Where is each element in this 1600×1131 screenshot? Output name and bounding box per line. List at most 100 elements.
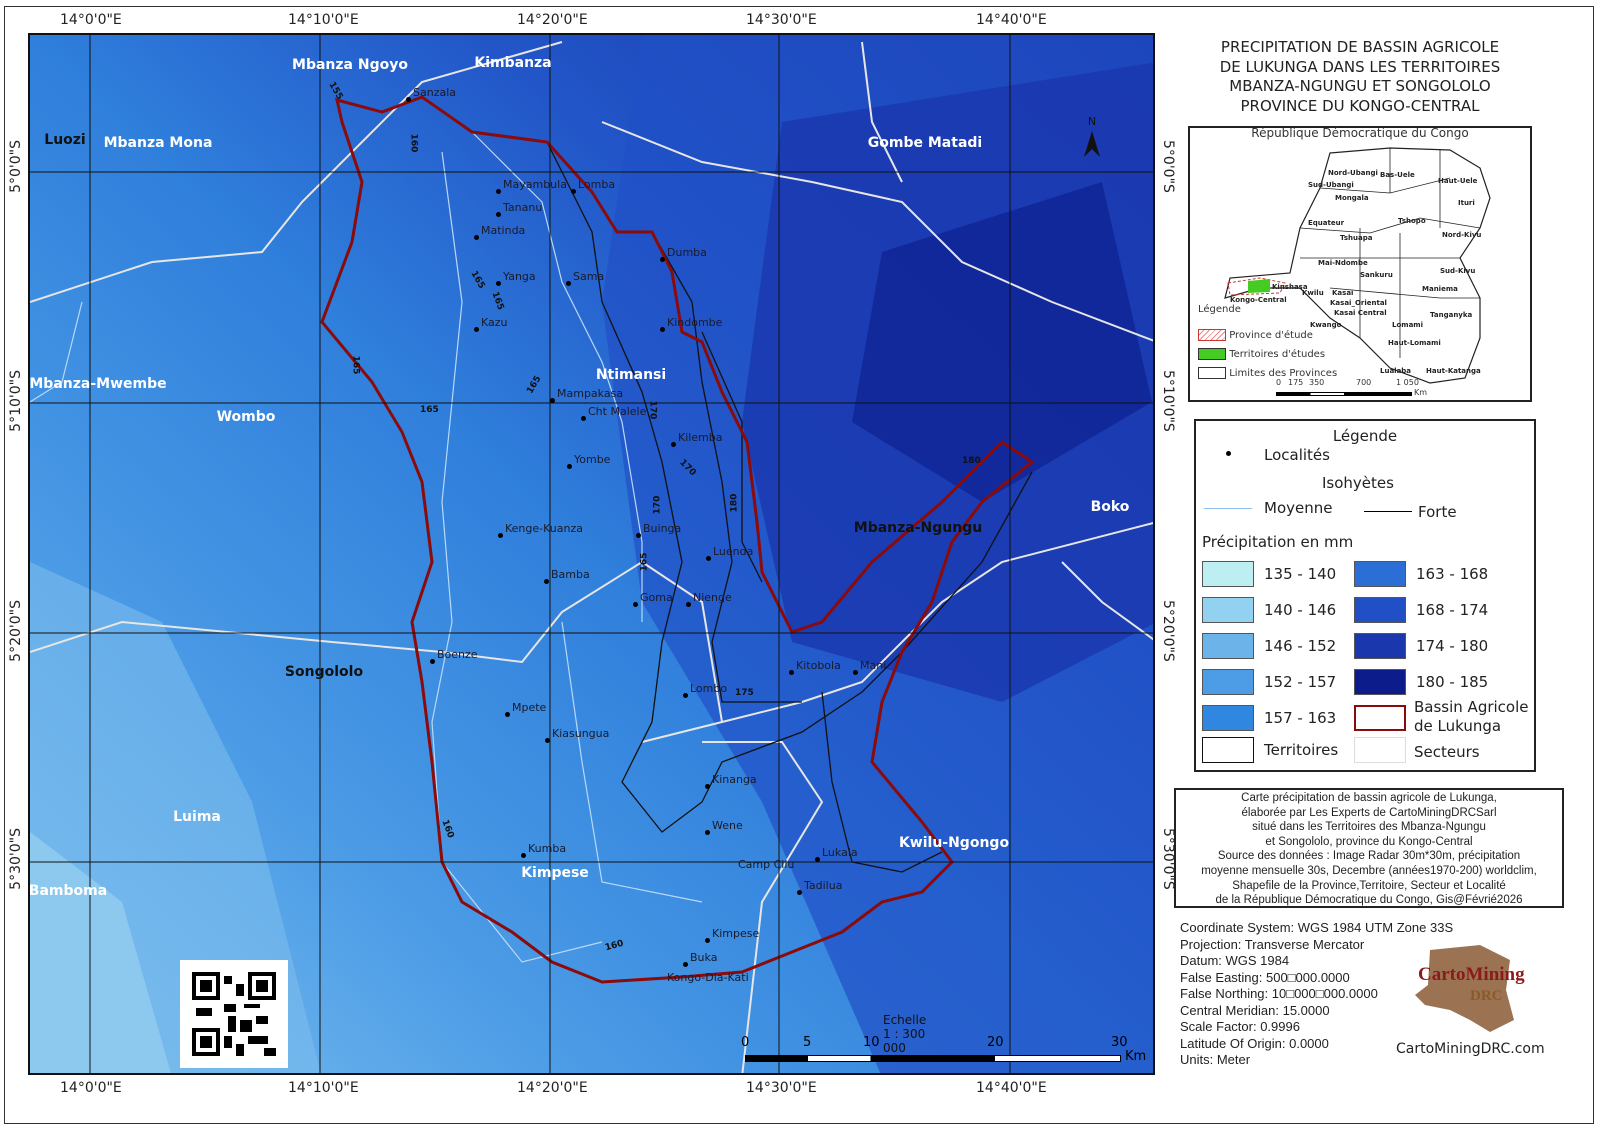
province-label: Nord-Ubangi: [1328, 169, 1378, 177]
lon-label-bottom: 14°40'0"E: [976, 1080, 1047, 1096]
logo-text: DRC: [1470, 988, 1503, 1004]
map-credit: Carte précipitation de bassin agricole d…: [1174, 788, 1564, 908]
precipitation-map[interactable]: Mbanza Ngoyo Kimbanza Luozi Mbanza Mona …: [28, 33, 1155, 1075]
locality[interactable]: Kumba: [521, 842, 567, 858]
locality[interactable]: Yombe: [567, 453, 611, 469]
locality-label: Kitobola: [796, 659, 841, 672]
inset-scale-tick: 1 050: [1396, 378, 1419, 387]
legend-secteurs: Secteurs: [1414, 743, 1480, 761]
scale-tick: 20: [987, 1035, 1004, 1050]
legend-moyenne: Moyenne: [1264, 499, 1333, 517]
locality-dot: [706, 556, 711, 561]
inset-legend: Province d'étude Territoires d'études Li…: [1198, 326, 1337, 383]
cartomining-logo[interactable]: CartoMining DRC: [1410, 940, 1525, 1035]
locality[interactable]: Mani: [853, 659, 886, 675]
lat-label-right: 5°20'0"S: [1160, 600, 1176, 662]
locality-dot: [567, 464, 572, 469]
isohyet-label: 180: [962, 456, 981, 466]
website-link[interactable]: CartoMiningDRC.com: [1396, 1041, 1545, 1057]
projection-line: False Northing: 10□000□000.0000: [1180, 986, 1378, 1001]
locality[interactable]: Kazu: [474, 316, 508, 332]
locality-label: Dumba: [667, 246, 707, 259]
lat-label-right: 5°30'0"S: [1160, 828, 1176, 890]
locality[interactable]: Kiasungua: [545, 727, 609, 743]
locality[interactable]: Mayambula: [496, 178, 567, 194]
locality-dot: [705, 938, 710, 943]
locality-dot: [705, 784, 710, 789]
locality[interactable]: Matinda: [474, 224, 526, 240]
drc-map-logo-icon: [1415, 945, 1514, 1032]
locality[interactable]: Mpete: [505, 701, 546, 717]
locality[interactable]: Kitobola: [789, 659, 841, 675]
projection-line: False Easting: 500□000.0000: [1180, 969, 1350, 985]
territory-label: Mbanza Mona: [103, 135, 213, 151]
territory-label: Ntimansi: [595, 367, 667, 383]
precip-class-swatch: [1354, 633, 1406, 659]
locality[interactable]: Dumba: [660, 246, 707, 262]
locality[interactable]: Sama: [566, 270, 604, 286]
locality-label: Kumba: [528, 842, 567, 855]
inset-map-drc[interactable]: République Démocratique du Congo Nord-Ub…: [1188, 126, 1532, 402]
lon-label-bottom: 14°10'0"E: [288, 1080, 359, 1096]
locality-label: Lomba: [578, 178, 616, 191]
locality-label: Kilemba: [678, 431, 723, 444]
credit-line: situé dans les Territoires des Mbanza-Ng…: [1252, 821, 1486, 834]
locality[interactable]: Mampakasa: [550, 387, 623, 403]
locality[interactable]: Lomba: [571, 178, 616, 194]
projection-line: Projection: Transverse Mercator: [1180, 936, 1365, 952]
locality[interactable]: Lombo: [683, 682, 727, 698]
legend-bassin: Bassin Agricole de Lukunga: [1414, 698, 1529, 735]
locality[interactable]: Boenze: [430, 648, 478, 664]
precip-class-label: 157 - 163: [1264, 709, 1337, 727]
locality[interactable]: Luenda: [706, 545, 753, 561]
bassin-lukunga-boundary[interactable]: [320, 95, 1035, 984]
locality[interactable]: Tadilua: [797, 879, 842, 895]
locality[interactable]: Kilemba: [671, 431, 723, 447]
precip-class-label: 146 - 152: [1264, 637, 1337, 655]
locality-label: Matinda: [481, 224, 526, 237]
locality[interactable]: Sanzala: [406, 86, 456, 102]
locality[interactable]: Yanga: [496, 270, 536, 286]
locality-dot: [505, 712, 510, 717]
locality[interactable]: Kinanga: [705, 773, 757, 789]
locality[interactable]: Camp Cilu: [738, 858, 794, 871]
locality[interactable]: Tananu: [496, 201, 542, 217]
territory-label: Mbanza Ngoyo: [292, 57, 408, 73]
locality[interactable]: Wene: [705, 819, 743, 835]
locality[interactable]: Kongo-Dia-Kati: [667, 971, 749, 984]
projection-line: Datum: WGS 1984: [1180, 953, 1290, 968]
locality[interactable]: Lukala: [815, 846, 858, 862]
locality[interactable]: Kimpese: [705, 927, 760, 943]
province-label: Sankuru: [1360, 271, 1393, 279]
locality-label: Yanga: [503, 270, 536, 283]
map-legend: Légende Localités Isohyètes Moyenne Fort…: [1194, 419, 1536, 772]
territory-label: Luima: [173, 809, 221, 825]
locality-label: Kimpese: [712, 927, 760, 940]
locality[interactable]: Buinga: [636, 522, 682, 538]
locality[interactable]: Kenge-Kuanza: [498, 522, 583, 538]
legend-title: Légende: [1332, 427, 1398, 445]
locality-dot: [474, 327, 479, 332]
locality-label: Yombe: [574, 453, 611, 466]
locality[interactable]: Goma: [633, 591, 673, 607]
locality[interactable]: Buka: [683, 951, 717, 967]
legend-localites: Localités: [1264, 446, 1330, 464]
title-line: PRECIPITATION DE BASSIN AGRICOLE: [1220, 38, 1500, 56]
locality-label: Buinga: [643, 522, 682, 535]
locality[interactable]: Bamba: [544, 568, 590, 584]
province-label: Kwango: [1310, 321, 1342, 329]
lon-label-bottom: 14°30'0"E: [746, 1080, 817, 1096]
locality[interactable]: Kindombe: [660, 316, 722, 332]
province-label: Kwilu: [1302, 289, 1324, 297]
province-label: Nord-Kivu: [1442, 231, 1482, 239]
locality[interactable]: Cht Malele: [581, 405, 647, 421]
credit-line: élaborée par Les Experts de CartoMiningD…: [1241, 806, 1497, 819]
qr-code[interactable]: [180, 960, 288, 1068]
projection-line: Scale Factor: 0.9996: [1180, 1019, 1300, 1034]
locality-label: Cht Malele: [588, 405, 647, 418]
bassin-swatch: [1354, 705, 1406, 731]
locality[interactable]: Nienge: [686, 591, 732, 607]
locality-dot: [496, 212, 501, 217]
territory-label: Luozi: [44, 132, 86, 148]
credit-line: de la République Démocratique du Congo, …: [1215, 894, 1523, 907]
